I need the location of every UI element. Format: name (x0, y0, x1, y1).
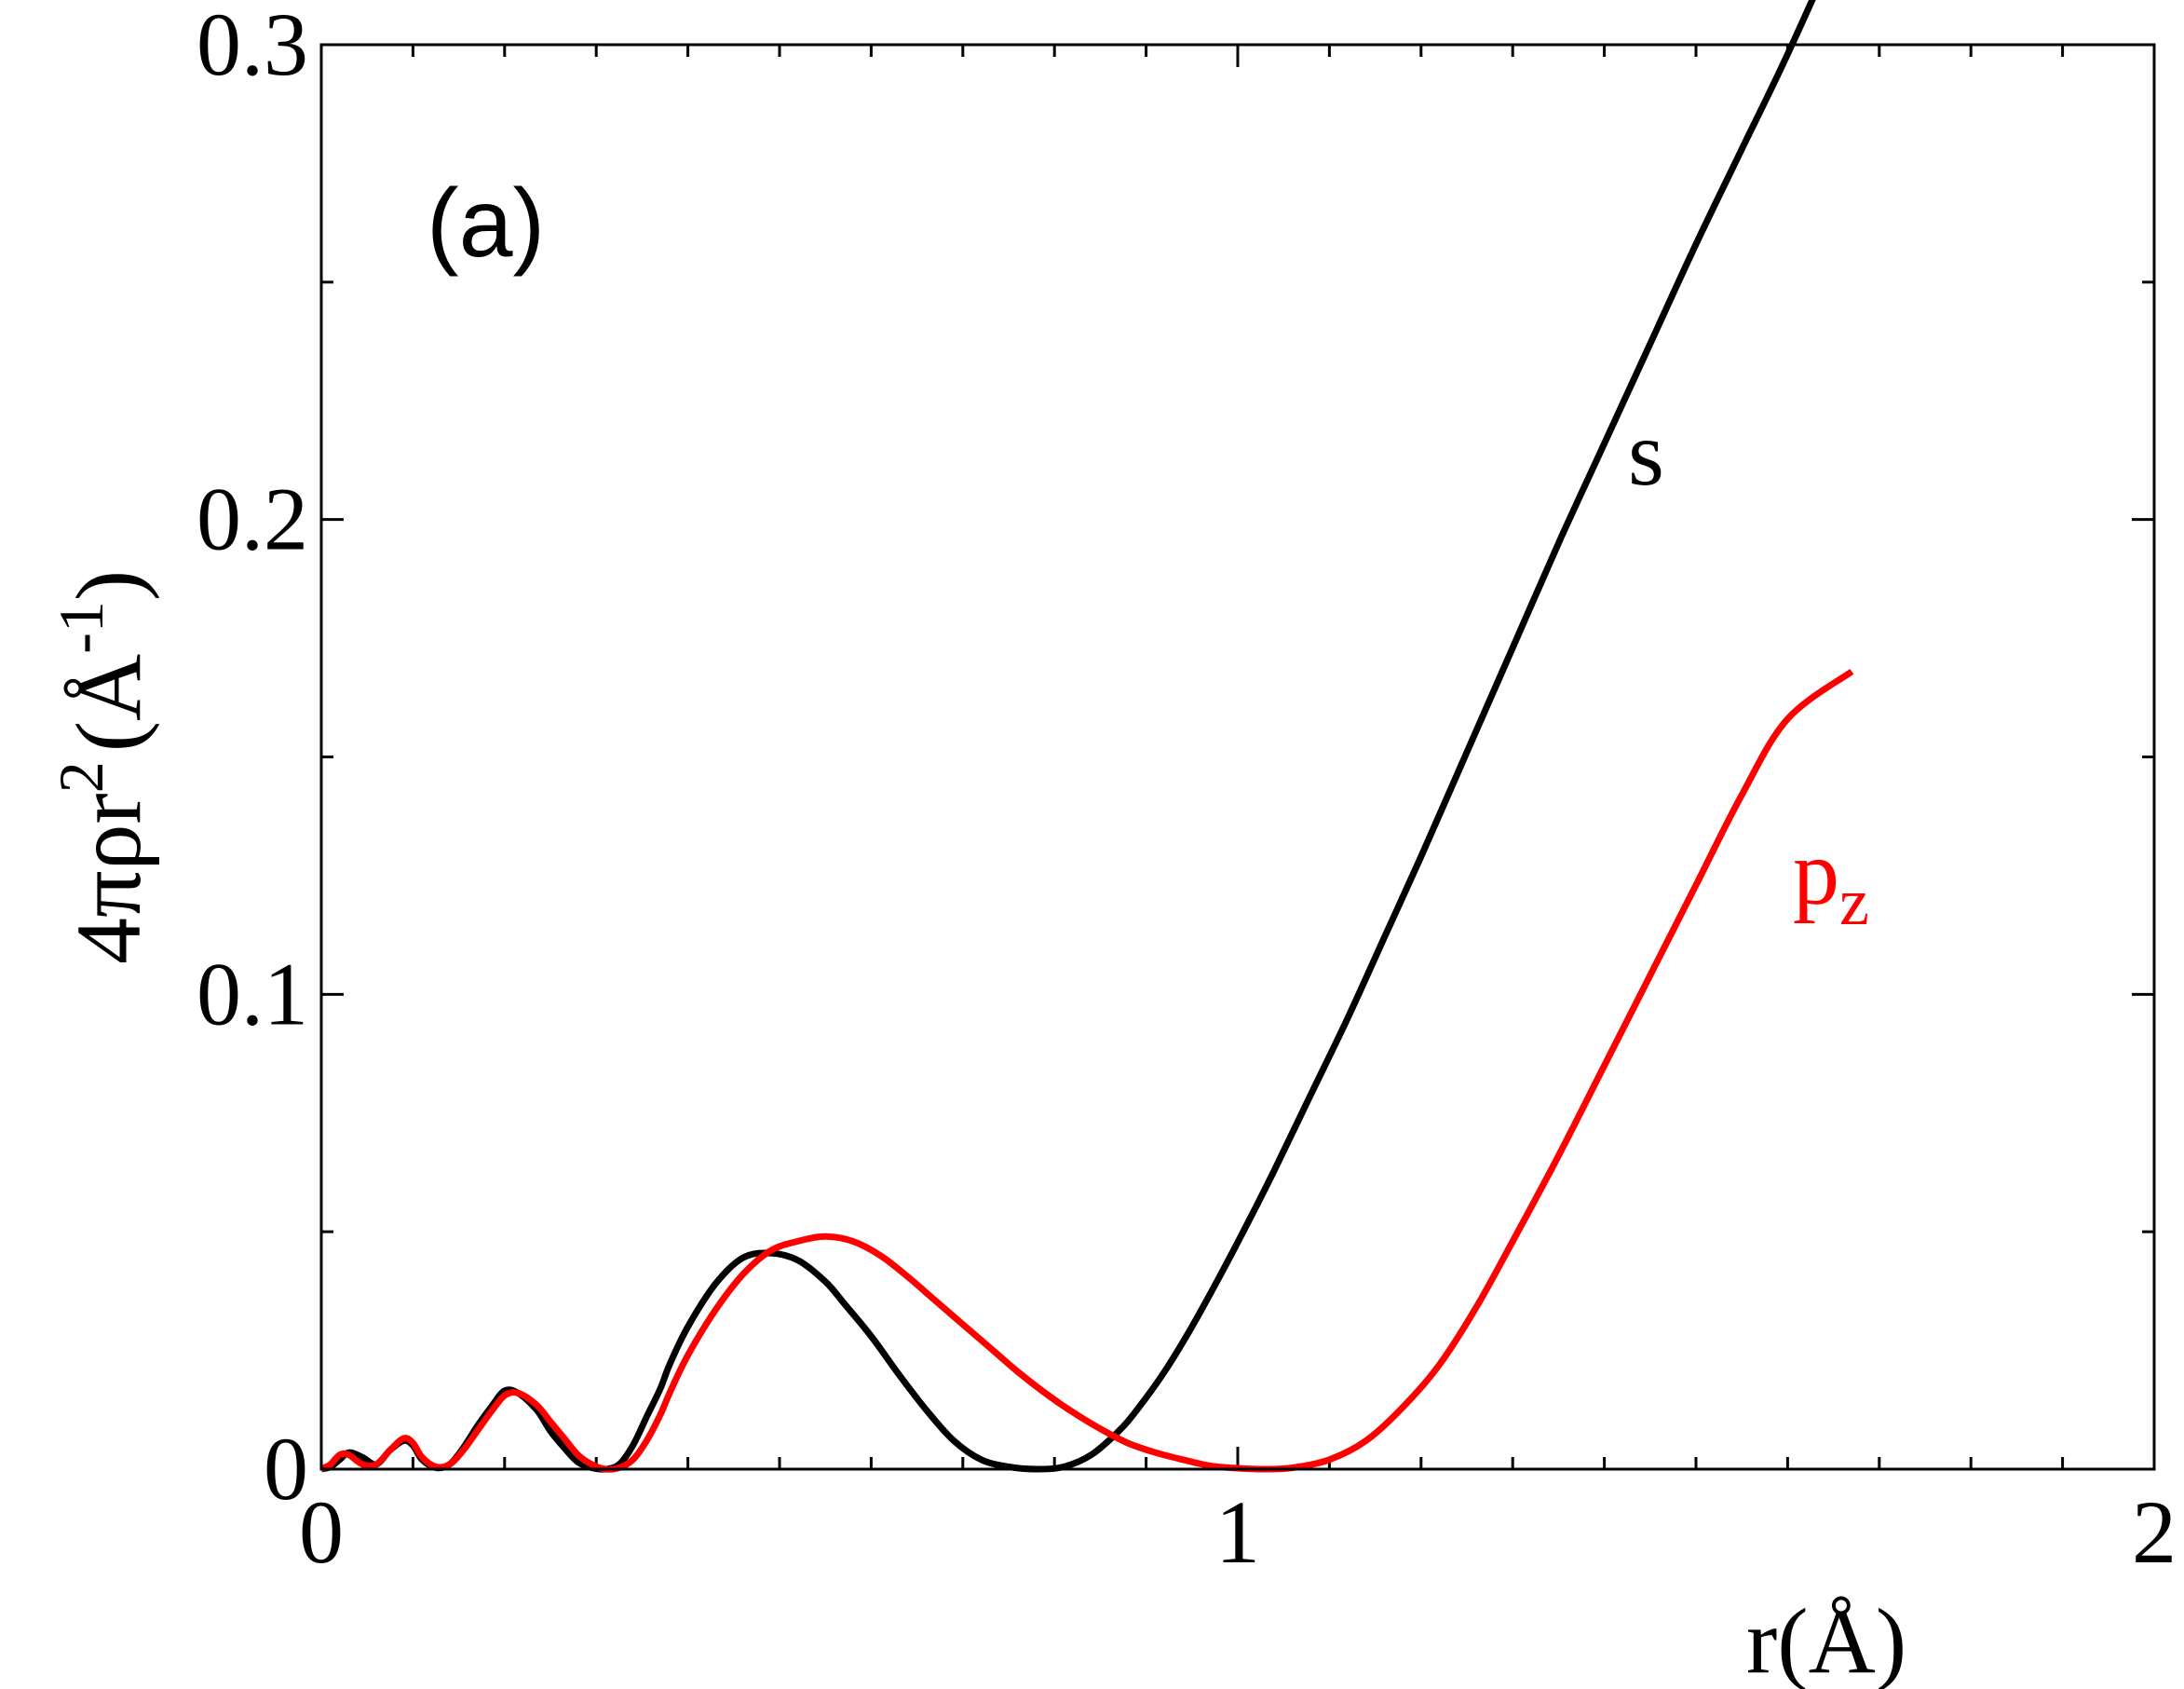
x-axis-label: r(Å) (1746, 1589, 1906, 1689)
axis-ticks (319, 43, 2156, 1471)
y-tick-label: 0.1 (197, 944, 308, 1043)
series-label-pz-text: p (1793, 821, 1839, 924)
series-label-pz: pz (1793, 821, 1869, 939)
y-tick-label: 0.3 (197, 0, 308, 94)
series-label-pz-subscript: z (1839, 865, 1869, 939)
y-tick-label: 0 (264, 1419, 308, 1519)
panel-label: (a) (427, 170, 545, 278)
series-line-s (320, 0, 1816, 1473)
x-tick-label: 1 (1215, 1482, 1260, 1582)
y-tick-label: 0.2 (197, 470, 308, 569)
series-label-s: s (1628, 402, 1664, 505)
plot-frame (319, 43, 2156, 1471)
x-tick-label: 0 (299, 1482, 344, 1582)
series-label-s-text: s (1628, 402, 1664, 505)
series-lines (319, 0, 1854, 1473)
x-tick-label: 2 (2132, 1482, 2177, 1582)
y-axis-label-prefix: 4πρr (57, 793, 160, 964)
y-axis-label-exponent: 2 (46, 761, 116, 793)
y-axis-label-unit-close: ) (57, 570, 160, 601)
y-axis-label: 4πρr2 (Å-1) (46, 570, 160, 964)
series-line-pz (319, 668, 1854, 1473)
y-axis-label-unit-exponent: -1 (46, 601, 116, 654)
tick-labels: 0 1 2 0 0.1 0.2 0.3 (197, 0, 2177, 1582)
y-axis-label-unit: (Å (57, 654, 160, 753)
